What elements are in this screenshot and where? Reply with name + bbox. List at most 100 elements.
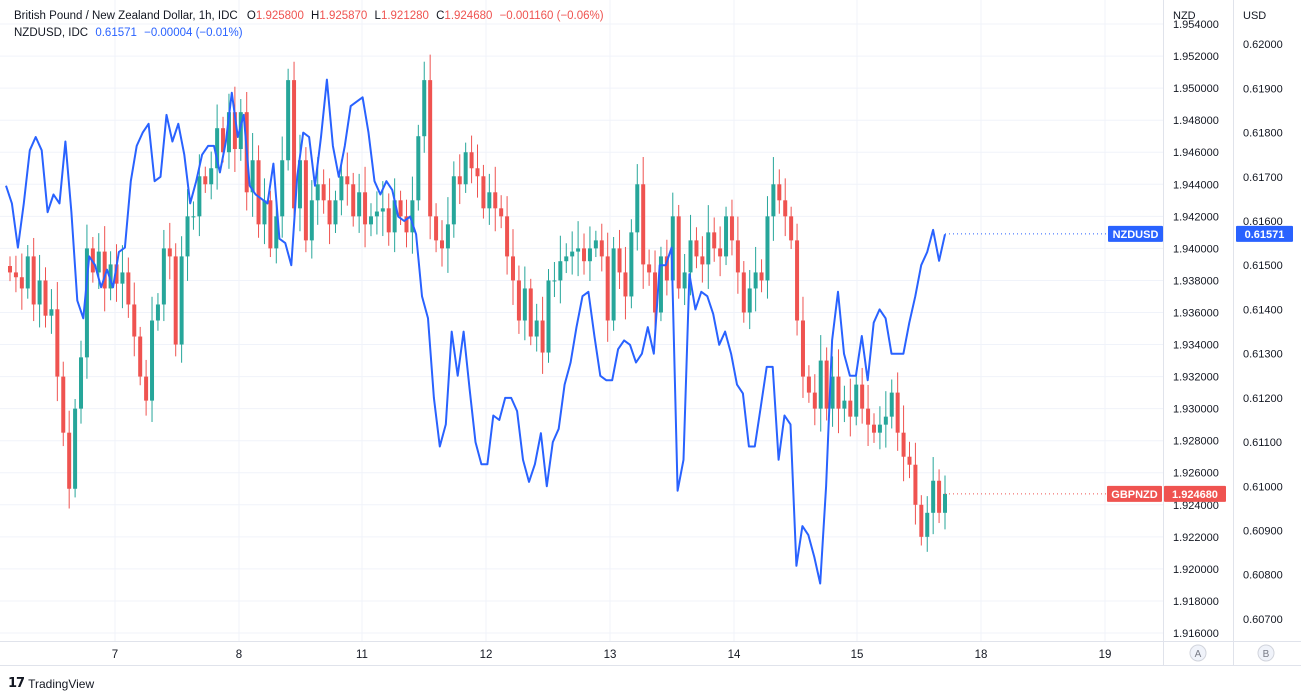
candle bbox=[422, 61, 427, 153]
candle bbox=[457, 154, 462, 205]
candle-body bbox=[499, 208, 504, 217]
candle bbox=[232, 86, 237, 172]
candle-body bbox=[434, 216, 439, 241]
candle-body bbox=[534, 320, 539, 337]
candle-body bbox=[860, 384, 865, 409]
candle-body bbox=[901, 432, 906, 457]
right-axis-tick-label: 0.61500 bbox=[1243, 260, 1283, 272]
nzdusd-price-tag-text: 0.61571 bbox=[1245, 229, 1285, 241]
left-axis-tick-label: 1.928000 bbox=[1173, 436, 1219, 448]
right-axis-tick-label: 0.60700 bbox=[1243, 614, 1283, 626]
overlay-symbol-title: NZDUSD, IDC bbox=[14, 27, 89, 39]
left-axis-tick-label: 1.944000 bbox=[1173, 179, 1219, 191]
candle-body bbox=[877, 424, 882, 433]
candle-body bbox=[824, 360, 829, 409]
candle-body bbox=[718, 248, 723, 257]
candle bbox=[327, 178, 332, 245]
candle-body bbox=[871, 424, 876, 433]
candle-body bbox=[493, 192, 498, 209]
candle bbox=[747, 270, 752, 330]
scale-b-button[interactable]: B bbox=[1257, 644, 1275, 662]
candle-body bbox=[351, 184, 356, 217]
candle-body bbox=[410, 200, 415, 233]
candle bbox=[469, 135, 474, 184]
left-axis-tick-label: 1.930000 bbox=[1173, 404, 1219, 416]
candle bbox=[8, 256, 12, 282]
candle bbox=[653, 250, 658, 333]
candle-body bbox=[327, 200, 332, 225]
candle-body bbox=[694, 240, 699, 257]
candle-body bbox=[830, 376, 835, 409]
candle-body bbox=[475, 168, 480, 177]
candle-body bbox=[150, 320, 155, 401]
candle bbox=[718, 226, 723, 277]
nzdusd-symbol-tag-bg bbox=[1108, 225, 1163, 242]
candle-body bbox=[303, 160, 308, 241]
candle bbox=[114, 244, 119, 302]
candle bbox=[919, 495, 924, 546]
main-symbol-legend: British Pound / New Zealand Dollar, 1h, … bbox=[14, 10, 604, 22]
candle bbox=[818, 335, 823, 432]
candle-body bbox=[818, 360, 823, 409]
scale-b-button-label: B bbox=[1263, 649, 1270, 660]
candle bbox=[238, 99, 243, 161]
candle bbox=[451, 161, 456, 238]
candle bbox=[564, 243, 569, 274]
candle bbox=[132, 282, 137, 357]
candle bbox=[144, 359, 149, 416]
candle-body bbox=[333, 200, 338, 225]
candle-body bbox=[487, 192, 492, 209]
nzdusd-overlay-line bbox=[5, 78, 946, 585]
candle-body bbox=[357, 192, 362, 217]
candle bbox=[31, 237, 36, 322]
right-axis-tick-label: 0.62000 bbox=[1243, 39, 1283, 51]
candle bbox=[374, 191, 379, 235]
gbpnzd-price-tag-text: 1.924680 bbox=[1172, 489, 1218, 501]
candle-body bbox=[653, 272, 658, 313]
candle-body bbox=[422, 80, 427, 137]
candle-body bbox=[724, 216, 729, 257]
candle bbox=[321, 169, 326, 214]
left-axis-tick-label: 1.948000 bbox=[1173, 115, 1219, 127]
candle-body bbox=[179, 256, 184, 345]
nzdusd-symbol-tag-text: NZDUSD bbox=[1113, 229, 1159, 241]
candle bbox=[587, 226, 592, 281]
tradingview-logo-text: TradingView bbox=[28, 676, 95, 691]
candle-body bbox=[226, 112, 231, 153]
candle bbox=[138, 326, 143, 386]
candle bbox=[599, 223, 604, 272]
candle bbox=[753, 246, 758, 312]
candle bbox=[215, 104, 220, 190]
tradingview-logo[interactable]: 17 TradingView bbox=[8, 676, 94, 691]
candle-body bbox=[593, 240, 598, 249]
candle-body bbox=[368, 216, 373, 225]
left-axis-tick-label: 1.940000 bbox=[1173, 243, 1219, 255]
candle bbox=[800, 296, 805, 398]
candle-body bbox=[866, 408, 871, 425]
candle-body bbox=[883, 416, 888, 425]
candle bbox=[582, 233, 587, 275]
candle-body bbox=[765, 216, 770, 281]
candle-body bbox=[582, 248, 587, 262]
candle bbox=[445, 197, 450, 273]
candle bbox=[209, 151, 214, 200]
scale-a-button[interactable]: A bbox=[1189, 644, 1207, 662]
candle-body bbox=[546, 280, 551, 353]
candle bbox=[516, 265, 521, 334]
candle-body bbox=[795, 240, 800, 321]
candle-body bbox=[221, 128, 226, 153]
candle bbox=[126, 257, 131, 318]
candle bbox=[185, 189, 190, 281]
candle-body bbox=[215, 128, 220, 169]
candle bbox=[528, 278, 533, 346]
candle bbox=[611, 237, 616, 331]
x-axis-tick-label: 18 bbox=[975, 649, 988, 661]
candle-body bbox=[522, 288, 527, 321]
candle-body bbox=[676, 216, 681, 289]
candle bbox=[37, 254, 42, 328]
open-value: 1.925800 bbox=[255, 10, 304, 22]
candle bbox=[155, 293, 160, 331]
candle-body bbox=[806, 376, 811, 393]
candle bbox=[392, 178, 397, 253]
